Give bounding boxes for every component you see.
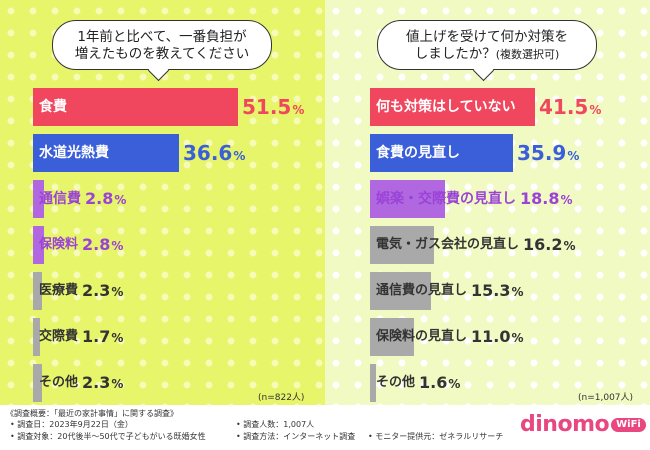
question-right-line1: 値上げを受けて何か対策を	[406, 29, 568, 45]
bar-label: 保険料	[39, 237, 79, 252]
bar-left-6	[33, 364, 42, 402]
right-panel: 値上げを受けて何か対策を しましたか？(複数選択可) 何も対策はしていない 41.…	[325, 0, 650, 405]
question-bubble-left: 1年前と比べて、一番負担が 増えたものを教えてください	[52, 20, 272, 70]
bar-right-2	[370, 180, 445, 218]
percent-sign: %	[111, 377, 124, 391]
value-number: 2.8	[82, 235, 111, 254]
percent-sign: %	[233, 149, 246, 163]
value-number: 16.2	[523, 235, 563, 254]
percent-sign: %	[511, 331, 524, 345]
bar-value: 1.6%	[419, 370, 460, 397]
survey-target: • 調査対象：20代後半～50代で子どもがいる既婚女性	[10, 432, 206, 441]
percent-sign: %	[111, 285, 124, 299]
question-right-note: (複数選択可)	[495, 48, 560, 61]
bar-label: 保険料の見直し	[376, 329, 468, 344]
survey-count: • 調査人数：1,007人	[236, 420, 315, 429]
value-number: 41.5	[539, 95, 589, 119]
value-number: 15.3	[471, 281, 511, 300]
percent-sign: %	[511, 285, 524, 299]
bar-left-3	[33, 226, 44, 264]
bar-left-2	[33, 180, 44, 218]
bar-value: 2.3%	[82, 370, 123, 397]
bar-value: 2.3%	[82, 278, 123, 305]
bar-value: 41.5%	[539, 94, 601, 123]
bar-right-1	[370, 134, 513, 172]
value-number: 1.6	[419, 373, 448, 392]
sample-size-left: (n=822人)	[258, 393, 305, 403]
bar-label: 交際費	[39, 329, 79, 344]
value-number: 2.8	[85, 189, 114, 208]
survey-method: • 調査方法：インターネット調査	[236, 432, 356, 441]
percent-sign: %	[111, 239, 124, 253]
bar-label: 通信費	[39, 191, 81, 207]
value-number: 2.3	[82, 281, 111, 300]
percent-sign: %	[448, 377, 461, 391]
bar-label: 何も対策はしていない	[376, 99, 516, 115]
bar-value: 51.5%	[242, 94, 304, 123]
bar-chart-right: 何も対策はしていない 41.5% 食費の見直し 35.9% 娯楽・交際費の見直し 18.8…	[325, 0, 650, 405]
bar-value: 15.3%	[471, 278, 524, 305]
question-right-line2: しましたか？(複数選択可)	[378, 46, 596, 63]
bar-label: 医療費	[39, 283, 79, 298]
survey-provider: • モニター提供元：ゼネラルリサーチ	[368, 432, 504, 441]
bar-right-6	[370, 364, 376, 402]
value-number: 36.6	[183, 141, 233, 165]
percent-sign: %	[589, 103, 602, 117]
bar-value: 11.0%	[471, 324, 524, 351]
bar-label: 食費の見直し	[376, 145, 460, 161]
question-left-line2: 増えたものを教えてください	[74, 46, 250, 62]
question-right-text: しましたか？	[414, 46, 496, 62]
wifi-badge: WiFi	[611, 418, 646, 432]
bar-value: 2.8%	[85, 186, 126, 213]
bar-label: その他	[39, 375, 79, 390]
value-number: 2.3	[82, 373, 111, 392]
question-left-line1: 1年前と比べて、一番負担が	[77, 29, 247, 45]
logo-text: dinomo	[520, 412, 610, 437]
value-number: 1.7	[82, 327, 111, 346]
value-number: 11.0	[471, 327, 511, 346]
bar-left-1	[33, 134, 179, 172]
bar-value: 35.9%	[517, 140, 579, 169]
bar-right-0	[370, 88, 535, 126]
dinomo-logo: dinomo WiFi	[520, 412, 646, 438]
bar-right-4	[370, 272, 431, 310]
survey-overview: 《調査概要：「最近の家計事情」に関する調査》	[6, 409, 178, 418]
value-number: 51.5	[242, 95, 292, 119]
bar-left-4	[33, 272, 42, 310]
survey-date: • 調査日：2023年9月22日（金）	[10, 420, 133, 429]
question-bubble-right: 値上げを受けて何か対策を しましたか？(複数選択可)	[377, 20, 597, 70]
bar-label: 水道光熱費	[39, 145, 109, 161]
bar-label: 通信費の見直し	[376, 283, 468, 298]
bar-label: 電気・ガス会社の見直し	[376, 237, 520, 252]
percent-sign: %	[111, 331, 124, 345]
bar-right-5	[370, 318, 414, 356]
left-panel: 1年前と比べて、一番負担が 増えたものを教えてください 食費 51.5% 水道光熱費…	[0, 0, 325, 405]
bar-value: 18.8%	[520, 186, 573, 213]
value-number: 18.8	[520, 189, 560, 208]
footer: 《調査概要：「最近の家計事情」に関する調査》 • 調査日：2023年9月22日（…	[0, 405, 650, 450]
bar-right-3	[370, 226, 434, 264]
percent-sign: %	[114, 193, 127, 207]
bar-label: 娯楽・交際費の見直し	[376, 191, 516, 207]
bar-value: 36.6%	[183, 140, 245, 169]
percent-sign: %	[292, 103, 305, 117]
bar-value: 2.8%	[82, 232, 123, 259]
bar-label: その他	[376, 375, 416, 390]
percent-sign: %	[563, 239, 576, 253]
percent-sign: %	[567, 149, 580, 163]
bar-left-0	[33, 88, 238, 126]
bar-chart-left: 食費 51.5% 水道光熱費 36.6% 通信費 2.8% 保険料 2.8% 医療費 2.3% 交際…	[0, 0, 325, 405]
bar-value: 16.2%	[523, 232, 576, 259]
bar-label: 食費	[39, 99, 67, 115]
bar-left-5	[33, 318, 40, 356]
value-number: 35.9	[517, 141, 567, 165]
sample-size-right: (n=1,007人)	[578, 393, 634, 403]
percent-sign: %	[560, 193, 573, 207]
bar-value: 1.7%	[82, 324, 123, 351]
